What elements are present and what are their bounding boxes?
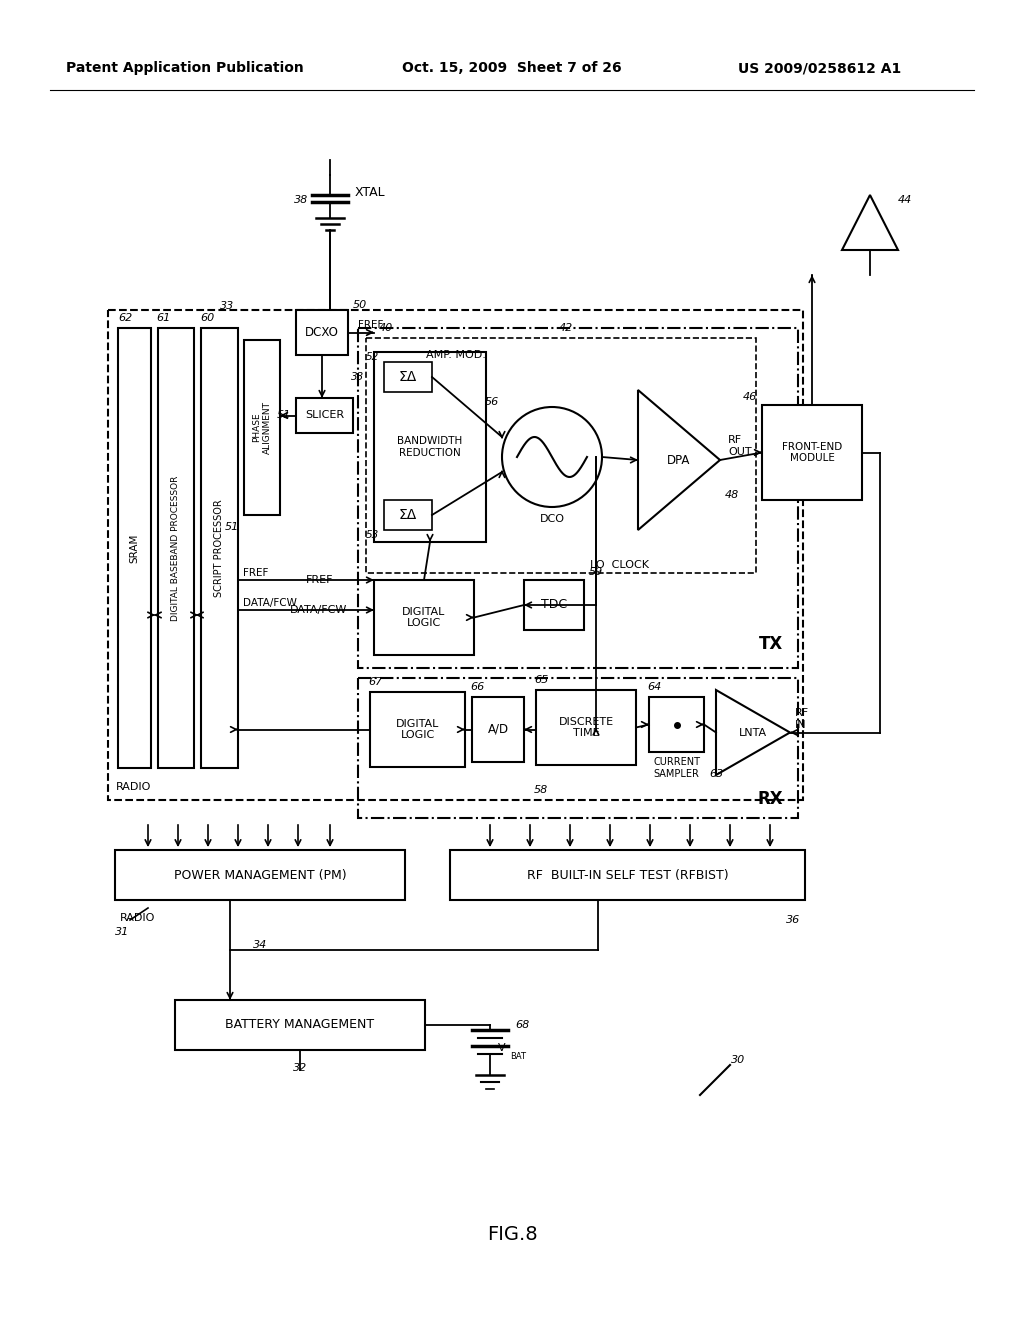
Text: XTAL: XTAL bbox=[355, 186, 386, 199]
Text: Oct. 15, 2009  Sheet 7 of 26: Oct. 15, 2009 Sheet 7 of 26 bbox=[402, 61, 622, 75]
Text: DCO: DCO bbox=[540, 513, 564, 524]
Text: DISCRETE
TIME: DISCRETE TIME bbox=[558, 717, 613, 738]
Text: 63: 63 bbox=[709, 770, 723, 779]
Text: 36: 36 bbox=[785, 915, 800, 925]
Text: 65: 65 bbox=[534, 675, 548, 685]
Bar bbox=[374, 352, 486, 543]
Text: SCRIPT PROCESSOR: SCRIPT PROCESSOR bbox=[214, 499, 224, 597]
Text: 50: 50 bbox=[353, 300, 368, 310]
Text: SRAM: SRAM bbox=[129, 533, 139, 562]
Text: 30: 30 bbox=[731, 1055, 745, 1065]
Bar bbox=[370, 692, 465, 767]
Text: 31: 31 bbox=[115, 927, 129, 937]
Text: FRONT-END
MODULE: FRONT-END MODULE bbox=[782, 442, 842, 463]
Text: 48: 48 bbox=[725, 490, 739, 500]
Bar bbox=[524, 579, 584, 630]
Bar bbox=[158, 327, 194, 768]
Bar bbox=[296, 399, 353, 433]
Bar bbox=[118, 327, 151, 768]
Text: 46: 46 bbox=[742, 392, 757, 403]
Text: 62: 62 bbox=[118, 313, 132, 323]
Text: 51: 51 bbox=[224, 521, 239, 532]
Bar bbox=[374, 579, 474, 655]
Text: 33: 33 bbox=[351, 372, 364, 381]
Text: 42: 42 bbox=[559, 323, 573, 333]
Text: FREF: FREF bbox=[358, 319, 383, 330]
Text: RX: RX bbox=[758, 789, 783, 808]
Text: 33: 33 bbox=[220, 301, 234, 312]
Bar bbox=[649, 697, 705, 752]
Text: SLICER: SLICER bbox=[305, 411, 344, 421]
Text: DATA/FCW: DATA/FCW bbox=[243, 598, 297, 609]
Text: OUT: OUT bbox=[728, 447, 752, 457]
Text: FIG.8: FIG.8 bbox=[486, 1225, 538, 1245]
Text: 60: 60 bbox=[200, 313, 214, 323]
Text: FREF: FREF bbox=[243, 568, 268, 578]
Bar bbox=[115, 850, 406, 900]
Text: 40: 40 bbox=[379, 323, 393, 333]
Text: 51: 51 bbox=[276, 411, 291, 421]
Text: FREF: FREF bbox=[306, 576, 334, 585]
Bar bbox=[201, 327, 238, 768]
Text: ΣΔ: ΣΔ bbox=[399, 508, 417, 521]
Text: LNTA: LNTA bbox=[739, 727, 767, 738]
Text: 58: 58 bbox=[534, 785, 548, 795]
Text: LO  CLOCK: LO CLOCK bbox=[591, 560, 649, 570]
Text: RF: RF bbox=[795, 708, 809, 718]
Text: DIGITAL BASEBAND PROCESSOR: DIGITAL BASEBAND PROCESSOR bbox=[171, 475, 180, 620]
Text: US 2009/0258612 A1: US 2009/0258612 A1 bbox=[738, 61, 901, 75]
Text: RF: RF bbox=[728, 436, 742, 445]
Text: SAMPLER: SAMPLER bbox=[653, 770, 699, 779]
Text: AMP. MOD.: AMP. MOD. bbox=[426, 350, 485, 360]
Text: DIGITAL
LOGIC: DIGITAL LOGIC bbox=[402, 607, 445, 628]
Text: RADIO: RADIO bbox=[120, 913, 156, 923]
Text: TX: TX bbox=[759, 635, 783, 653]
Text: DATA/FCW: DATA/FCW bbox=[290, 605, 347, 615]
Bar bbox=[358, 327, 798, 668]
Bar bbox=[384, 362, 432, 392]
Text: 56: 56 bbox=[485, 397, 499, 407]
Bar bbox=[358, 678, 798, 818]
Text: A/D: A/D bbox=[487, 723, 509, 737]
Bar bbox=[296, 310, 348, 355]
Text: IN: IN bbox=[795, 719, 807, 730]
Text: Patent Application Publication: Patent Application Publication bbox=[67, 61, 304, 75]
Text: 38: 38 bbox=[294, 195, 308, 205]
Text: 68: 68 bbox=[515, 1020, 529, 1030]
Bar bbox=[450, 850, 805, 900]
Text: 64: 64 bbox=[647, 682, 662, 692]
Bar bbox=[536, 690, 636, 766]
Text: RADIO: RADIO bbox=[116, 781, 152, 792]
Text: BATTERY MANAGEMENT: BATTERY MANAGEMENT bbox=[225, 1019, 375, 1031]
Text: TDC: TDC bbox=[541, 598, 567, 611]
Text: DIGITAL
LOGIC: DIGITAL LOGIC bbox=[396, 718, 439, 741]
Text: V: V bbox=[498, 1043, 506, 1053]
Text: DPA: DPA bbox=[668, 454, 690, 466]
Text: 53: 53 bbox=[366, 531, 379, 540]
Text: CURRENT: CURRENT bbox=[653, 756, 700, 767]
Text: 34: 34 bbox=[253, 940, 267, 950]
Text: 66: 66 bbox=[470, 682, 484, 692]
Bar bbox=[384, 500, 432, 531]
Text: BANDWIDTH
REDUCTION: BANDWIDTH REDUCTION bbox=[397, 436, 463, 458]
Text: DCXO: DCXO bbox=[305, 326, 339, 339]
Text: 44: 44 bbox=[898, 195, 912, 205]
Text: POWER MANAGEMENT (PM): POWER MANAGEMENT (PM) bbox=[174, 869, 346, 882]
Text: 67: 67 bbox=[368, 677, 382, 686]
Text: ΣΔ: ΣΔ bbox=[399, 370, 417, 384]
Bar bbox=[175, 1001, 425, 1049]
Bar bbox=[108, 310, 803, 800]
Text: 52: 52 bbox=[366, 352, 379, 362]
Text: 61: 61 bbox=[156, 313, 170, 323]
Text: 32: 32 bbox=[293, 1063, 307, 1073]
Text: BAT: BAT bbox=[510, 1052, 526, 1061]
Text: PHASE
ALIGNMENT: PHASE ALIGNMENT bbox=[252, 401, 271, 454]
Bar bbox=[366, 338, 756, 573]
Bar bbox=[244, 341, 280, 515]
Bar bbox=[472, 697, 524, 762]
Text: RF  BUILT-IN SELF TEST (RFBIST): RF BUILT-IN SELF TEST (RFBIST) bbox=[526, 869, 728, 882]
Bar bbox=[762, 405, 862, 500]
Text: 59: 59 bbox=[589, 568, 603, 577]
